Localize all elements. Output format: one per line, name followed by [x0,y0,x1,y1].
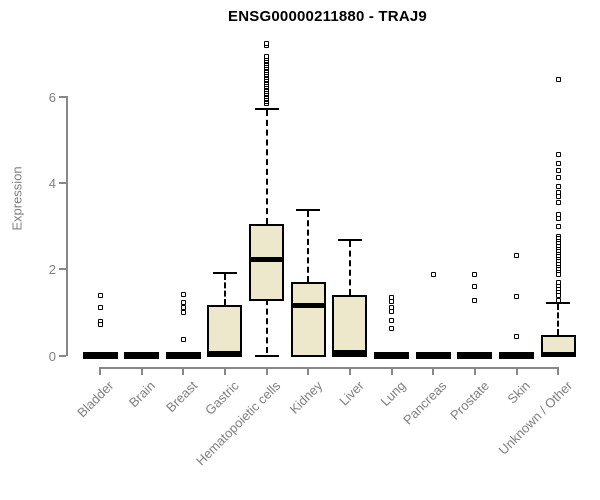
upper-whisker-cap [337,238,362,241]
upper-whisker-cap [296,208,321,211]
outlier-point [389,325,395,331]
outlier-point [180,309,186,315]
x-axis-tick [515,368,518,375]
zero-box [82,352,118,359]
outlier-point [97,292,103,298]
x-axis-tick [99,368,101,375]
x-tick-label: Kidney [286,378,325,417]
median-line [207,350,243,356]
outlier-point [555,184,561,190]
outlier-point [264,54,270,60]
zero-box [165,352,201,359]
box [249,224,285,302]
outlier-point [389,308,395,314]
median-line [249,257,285,263]
x-axis-tick [182,368,185,375]
y-tick-label: 6 [48,89,56,105]
y-tick-label: 4 [48,176,56,192]
x-axis-tick [140,368,143,375]
upper-whisker [307,210,310,282]
outlier-point [555,272,561,278]
lower-whisker [265,299,268,354]
outlier-point [555,160,561,166]
x-axis-tick [557,368,560,375]
outlier-point [555,199,561,205]
x-tick-label: Liver [336,378,367,409]
outlier-point [555,151,561,157]
zero-box [415,352,451,359]
x-tick-label: Brain [126,378,159,411]
outlier-point [472,298,478,304]
outlier-point [180,305,186,311]
lower-whisker-cap [254,354,279,357]
outlier-point [555,174,561,180]
outlier-point [180,300,186,306]
x-tick-label: Breast [162,378,200,416]
x-tick-label: Skin [504,378,534,407]
x-axis-tick [265,368,268,375]
outlier-point [555,215,561,221]
x-axis-tick [307,368,310,375]
y-axis-tick [59,354,66,357]
x-tick-label: Pancreas [400,378,450,428]
zero-box [499,352,535,359]
x-tick-label: Gastric [201,378,242,418]
y-axis-label: Expression [9,166,25,231]
x-tick-label: Lung [377,378,409,410]
chart-title: ENSG00000211880 - TRAJ9 [228,8,427,25]
x-axis-tick [390,368,393,375]
outlier-point [555,167,561,173]
x-tick-label: Bladder [74,378,117,421]
outlier-point [555,297,561,303]
median-line [540,352,576,358]
x-axis-tick [473,368,476,375]
outlier-point [97,304,103,310]
outlier-point [514,253,520,259]
zero-box [457,352,493,359]
y-axis-tick [59,182,66,185]
outlier-point [555,194,561,200]
upper-whisker [348,240,351,296]
x-axis-tick [432,368,435,375]
y-axis-tick [59,268,66,271]
box [207,305,243,358]
outlier-point [555,189,561,195]
x-tick-label: Prostate [446,378,492,423]
outlier-point [430,272,436,278]
x-axis-tick [223,368,226,375]
zero-box [124,352,160,359]
outlier-point [472,284,478,290]
outlier-point [555,76,561,82]
y-axis-tick [59,95,66,98]
outlier-point [389,317,395,323]
outlier-point [264,40,270,46]
upper-whisker-cap [254,107,279,110]
x-tick-label: Unknown / Other [495,378,575,458]
y-axis-line [65,95,68,357]
outlier-point [97,321,103,327]
median-line [290,302,326,308]
outlier-point [514,334,520,340]
zero-box [374,352,410,359]
outlier-point [555,292,561,298]
outlier-point [180,291,186,297]
outlier-point [555,224,561,230]
upper-whisker-cap [546,302,571,305]
upper-whisker [223,274,226,306]
outlier-point [514,294,520,300]
y-tick-label: 0 [48,348,56,364]
y-tick-label: 2 [48,262,56,278]
box [290,281,326,358]
x-axis-tick [348,368,351,375]
box [332,295,368,358]
upper-whisker [265,109,268,225]
x-axis-line [99,366,560,369]
upper-whisker-cap [212,272,237,275]
upper-whisker [557,304,560,335]
median-line [332,349,368,355]
outlier-point [472,271,478,277]
outlier-point [180,337,186,343]
outlier-point [389,299,395,305]
